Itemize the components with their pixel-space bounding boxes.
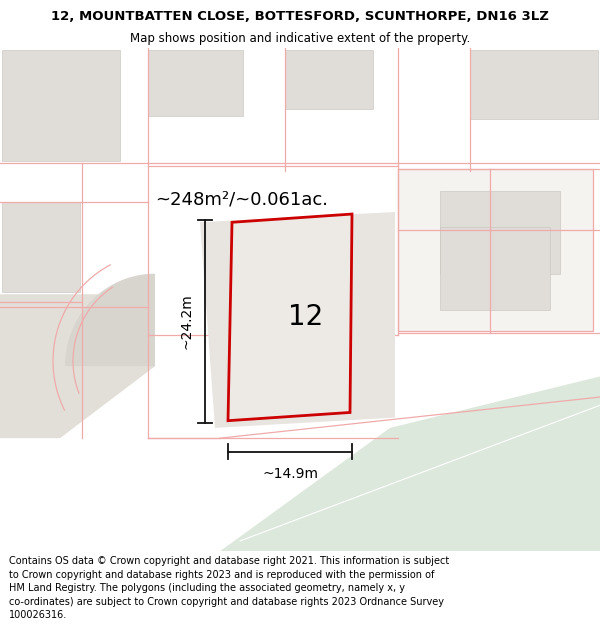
Text: Map shows position and indicative extent of the property.: Map shows position and indicative extent…	[130, 32, 470, 45]
Bar	[285, 49, 373, 109]
Bar	[2, 202, 80, 292]
Polygon shape	[228, 214, 352, 421]
Text: 12, MOUNTBATTEN CLOSE, BOTTESFORD, SCUNTHORPE, DN16 3LZ: 12, MOUNTBATTEN CLOSE, BOTTESFORD, SCUNT…	[51, 9, 549, 22]
Bar	[398, 169, 593, 331]
Bar	[2, 49, 120, 161]
Text: Contains OS data © Crown copyright and database right 2021. This information is : Contains OS data © Crown copyright and d…	[9, 556, 449, 566]
Text: 12: 12	[288, 303, 323, 331]
Bar	[440, 228, 550, 309]
Polygon shape	[220, 376, 600, 551]
Text: to Crown copyright and database rights 2023 and is reproduced with the permissio: to Crown copyright and database rights 2…	[9, 570, 434, 580]
Text: HM Land Registry. The polygons (including the associated geometry, namely x, y: HM Land Registry. The polygons (includin…	[9, 583, 405, 593]
Text: co-ordinates) are subject to Crown copyright and database rights 2023 Ordnance S: co-ordinates) are subject to Crown copyr…	[9, 597, 444, 607]
Text: ~24.2m: ~24.2m	[180, 294, 194, 349]
Polygon shape	[0, 274, 155, 366]
Polygon shape	[200, 212, 395, 428]
Text: 100026316.: 100026316.	[9, 611, 67, 621]
Bar	[148, 49, 243, 116]
Bar	[470, 49, 598, 119]
Polygon shape	[0, 294, 155, 438]
Text: ~14.9m: ~14.9m	[262, 467, 318, 481]
Text: ~248m²/~0.061ac.: ~248m²/~0.061ac.	[155, 191, 328, 209]
Bar	[440, 191, 560, 274]
